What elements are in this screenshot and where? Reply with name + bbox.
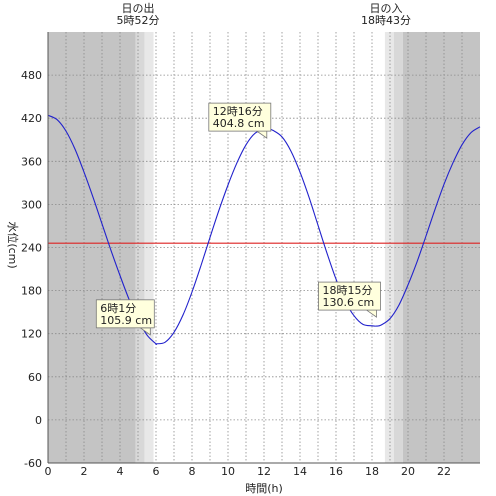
- annotation-box: [95, 299, 155, 329]
- y-tick-label: 300: [21, 198, 42, 211]
- x-tick-label: 10: [221, 465, 235, 478]
- y-tick-label: 480: [21, 69, 42, 82]
- plot-frame: [47, 32, 480, 464]
- x-tick-label: 14: [293, 465, 307, 478]
- x-tick-label: 6: [153, 465, 160, 478]
- x-tick-label: 0: [45, 465, 52, 478]
- sunrise-time: 5時52分: [117, 14, 160, 27]
- annotation-box: [318, 281, 381, 311]
- twilight-band-evening-light: [384, 32, 394, 463]
- sunrise-label: 日の出: [122, 1, 155, 15]
- y-tick-labels: -60 0 60 120 180 240 300 360 420 480: [21, 69, 42, 470]
- x-axis-title: 時間(h): [245, 482, 283, 495]
- annotation-box: [208, 102, 272, 132]
- annotation-value: 404.8 cm: [213, 117, 265, 130]
- x-tick-label: 16: [329, 465, 343, 478]
- y-tick-label: 120: [21, 328, 42, 341]
- x-tick-label: 4: [117, 465, 124, 478]
- y-tick-label: 240: [21, 242, 42, 255]
- y-tick-label: 60: [28, 371, 42, 384]
- day-night-bands: [48, 32, 480, 463]
- annotation-value: 130.6 cm: [323, 296, 375, 309]
- y-tick-label: 420: [21, 112, 42, 125]
- y-tick-label: 360: [21, 155, 42, 168]
- y-tick-label: 0: [35, 414, 42, 427]
- y-tick-label: -60: [24, 457, 42, 470]
- annotation-time: 6時1分: [100, 302, 136, 315]
- y-tick-label: 180: [21, 285, 42, 298]
- x-tick-label: 12: [257, 465, 271, 478]
- x-tick-label: 22: [437, 465, 451, 478]
- y-axis-title: 水位(cm): [6, 221, 20, 268]
- x-tick-labels: 0 2 4 6 8 10 12 14 16 18 20 22: [45, 465, 452, 478]
- twilight-band-morning-light: [144, 32, 154, 463]
- x-tick-label: 18: [365, 465, 379, 478]
- x-tick-label: 20: [401, 465, 415, 478]
- sunset-time: 18時43分: [361, 14, 411, 27]
- annotation-value: 105.9 cm: [100, 314, 152, 327]
- x-tick-label: 2: [81, 465, 88, 478]
- annotation-time: 18時15分: [323, 284, 373, 297]
- x-tick-label: 8: [189, 465, 196, 478]
- sunset-label: 日の入: [370, 2, 403, 15]
- annotation-time: 12時16分: [213, 105, 263, 118]
